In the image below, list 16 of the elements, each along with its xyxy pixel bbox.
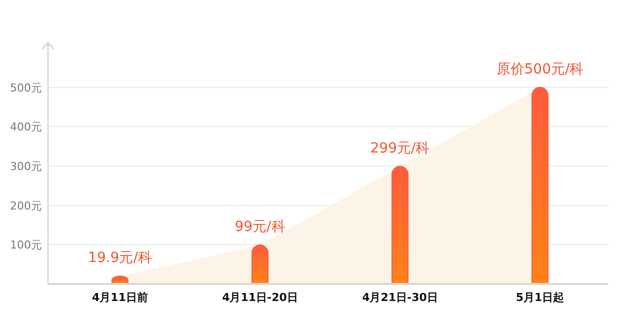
bar (252, 244, 268, 284)
y-tick-label: 400元 (10, 120, 42, 134)
y-tick-label: 500元 (10, 81, 42, 94)
data-label: 原价500元/科 (496, 61, 584, 78)
bar (532, 86, 548, 284)
y-tick-label: 100元 (10, 238, 42, 252)
data-label: 19.9元/科 (88, 250, 152, 266)
x-tick-label: 4月21日-30日 (362, 291, 438, 304)
data-label: 99元/科 (234, 219, 286, 236)
y-tick-label: 300元 (10, 160, 42, 173)
data-label: 299元/科 (370, 140, 430, 156)
bar (392, 166, 408, 284)
y-tick-label: 200元 (10, 199, 42, 212)
x-tick-label: 5月1日起 (516, 291, 564, 304)
x-tick-label: 4月11日-20日 (222, 291, 298, 304)
x-tick-label: 4月11日前 (92, 291, 148, 304)
